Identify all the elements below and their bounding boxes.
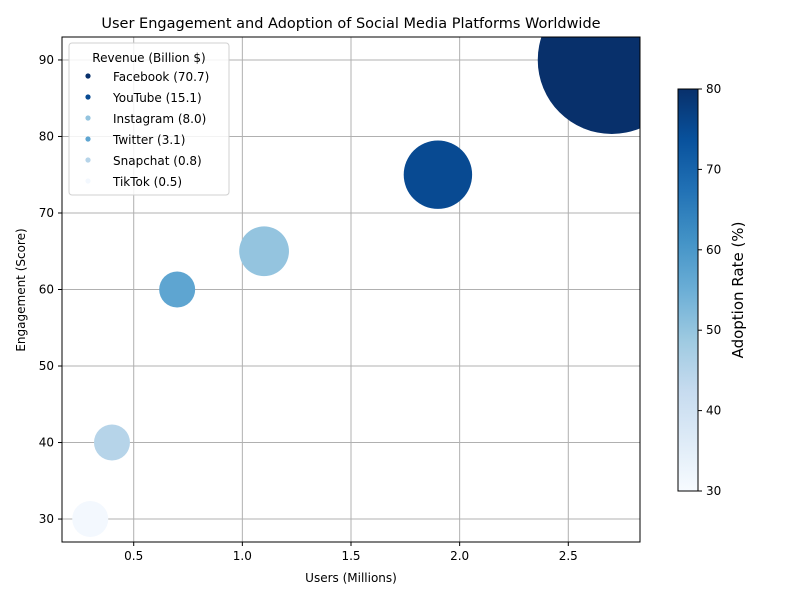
x-axis-ticks: 0.5 1.0 1.5 2.0 2.5 [124,542,578,563]
legend-label: Twitter (3.1) [112,133,185,147]
grid-lines [62,37,640,542]
y-tick-label: 50 [39,359,54,373]
legend-label: Instagram (8.0) [113,112,206,126]
chart-title: User Engagement and Adoption of Social M… [101,16,600,32]
bubble-tiktok [72,501,109,538]
bubble-instagram [239,226,289,277]
legend-label: YouTube (15.1) [112,91,202,105]
legend-marker [85,94,91,100]
x-tick-label: 2.5 [559,549,578,563]
legend-marker [85,136,91,142]
legend-label: Facebook (70.7) [113,70,209,84]
x-tick-label: 1.5 [341,549,360,563]
x-axis-label: Users (Millions) [305,571,397,585]
y-tick-label: 40 [39,436,54,450]
colorbar-tick-label: 80 [706,82,721,96]
legend-label: TikTok (0.5) [112,175,182,189]
legend-box [68,42,230,196]
colorbar-gradient [677,88,699,492]
bubble-youtube [403,140,473,209]
y-tick-label: 90 [39,53,54,67]
colorbar-tick-label: 40 [706,404,721,418]
legend-marker [85,73,91,79]
legend-title: Revenue (Billion $) [92,51,205,65]
bubbles [72,37,640,538]
y-tick-label: 80 [39,129,54,143]
bubble-facebook [537,37,640,134]
legend-marker [85,178,91,184]
y-axis-ticks: 30 40 50 60 70 80 90 [39,53,62,526]
bubble-twitter [159,271,196,308]
y-tick-label: 30 [39,512,54,526]
x-tick-label: 2.0 [450,549,469,563]
bubble-snapchat [93,424,130,461]
colorbar-label: Adoption Rate (%) [729,222,747,359]
legend-marker [85,115,91,121]
legend-label: Snapchat (0.8) [113,154,202,168]
y-axis-label: Engagement (Score) [14,228,28,351]
y-tick-label: 70 [39,206,54,220]
colorbar-tick-label: 70 [706,162,721,176]
colorbar-tick-label: 60 [706,243,721,257]
colorbar-tick-label: 30 [706,484,721,498]
legend-marker [85,157,91,163]
colorbar-tick-label: 50 [706,323,721,337]
x-tick-label: 1.0 [233,549,252,563]
x-tick-label: 0.5 [124,549,143,563]
colorbar: 30 40 50 60 70 80 Adoption Rate (%) [677,82,747,498]
y-tick-label: 60 [39,283,54,297]
legend: Revenue (Billion $) Facebook (70.7) YouTu… [68,42,230,196]
